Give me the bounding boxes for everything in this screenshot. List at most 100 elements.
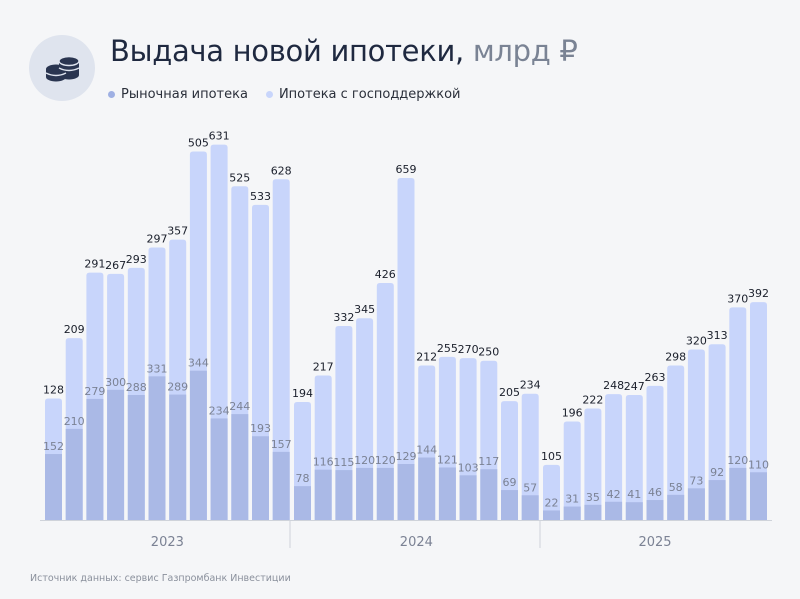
bar-state-segment bbox=[646, 385, 664, 520]
state-value-label: 212 bbox=[416, 350, 437, 363]
bar-market-segment bbox=[148, 376, 166, 520]
bar-market-segment bbox=[169, 394, 187, 520]
state-value-label: 255 bbox=[437, 342, 458, 355]
bar-market-segment bbox=[65, 428, 83, 520]
state-value-label: 293 bbox=[126, 253, 147, 266]
market-value-label: 57 bbox=[523, 481, 537, 494]
bar-market-segment bbox=[252, 436, 269, 520]
state-value-label: 217 bbox=[313, 360, 334, 373]
bar-market-segment bbox=[272, 451, 290, 520]
market-value-label: 42 bbox=[607, 488, 621, 501]
state-value-label: 631 bbox=[209, 130, 230, 143]
state-value-label: 247 bbox=[624, 380, 645, 393]
legend-label-state: Ипотека с господдержкой bbox=[278, 87, 461, 102]
legend-label-market: Рыночная ипотека bbox=[121, 87, 248, 102]
bar-state-segment bbox=[667, 365, 685, 520]
legend-dot-market bbox=[108, 91, 115, 98]
bar-market-segment bbox=[584, 504, 602, 520]
state-value-label: 205 bbox=[499, 386, 520, 399]
bar-market-segment bbox=[418, 457, 436, 520]
market-value-label: 69 bbox=[503, 476, 517, 489]
bar-market-segment bbox=[480, 469, 498, 520]
market-value-label: 300 bbox=[105, 376, 126, 389]
state-value-label: 357 bbox=[167, 225, 188, 238]
year-label: 2023 bbox=[151, 535, 184, 550]
bar-market-segment bbox=[127, 395, 145, 520]
bar-market-segment bbox=[501, 490, 518, 520]
state-value-label: 291 bbox=[84, 258, 105, 271]
state-value-label: 209 bbox=[64, 323, 85, 336]
market-value-label: 41 bbox=[627, 488, 641, 501]
legend-dot-state bbox=[265, 91, 273, 98]
legend-item-state: Ипотека с господдержкой bbox=[265, 87, 461, 102]
bar-state-segment bbox=[397, 178, 415, 520]
market-value-label: 103 bbox=[458, 461, 479, 474]
bar-market-segment bbox=[356, 467, 374, 520]
bar-state-segment bbox=[584, 408, 602, 520]
bar-market-segment bbox=[729, 467, 747, 520]
bar-market-segment bbox=[625, 502, 643, 520]
state-value-label: 194 bbox=[292, 387, 313, 400]
bar-market-segment bbox=[459, 475, 477, 520]
market-value-label: 279 bbox=[84, 385, 105, 398]
market-value-label: 121 bbox=[437, 453, 458, 466]
state-value-label: 370 bbox=[727, 292, 748, 305]
market-value-label: 152 bbox=[43, 440, 64, 453]
bar-state-segment bbox=[687, 349, 705, 520]
bar-market-segment bbox=[438, 467, 456, 520]
market-value-label: 58 bbox=[669, 481, 683, 494]
market-value-label: 116 bbox=[313, 456, 334, 469]
bar-state-segment bbox=[376, 283, 394, 520]
state-value-label: 525 bbox=[229, 171, 250, 184]
bar-market-segment bbox=[376, 467, 394, 520]
page-title: Выдача новой ипотеки, млрд ₽ bbox=[110, 34, 578, 68]
market-value-label: 92 bbox=[710, 466, 724, 479]
state-value-label: 270 bbox=[458, 343, 479, 356]
market-value-label: 78 bbox=[296, 472, 310, 485]
market-value-label: 144 bbox=[416, 444, 437, 457]
market-value-label: 193 bbox=[250, 422, 271, 435]
market-value-label: 31 bbox=[565, 493, 579, 506]
bar-market-segment bbox=[605, 501, 623, 520]
state-value-label: 250 bbox=[478, 346, 499, 359]
market-value-label: 73 bbox=[689, 474, 703, 487]
bar-state-segment bbox=[521, 393, 539, 520]
bar-state-segment bbox=[272, 179, 290, 520]
market-value-label: 157 bbox=[271, 438, 292, 451]
market-value-label: 35 bbox=[586, 491, 600, 504]
bar-state-segment bbox=[605, 394, 623, 520]
state-value-label: 234 bbox=[520, 379, 541, 392]
state-value-label: 222 bbox=[582, 393, 603, 406]
coins-icon bbox=[29, 35, 95, 101]
state-value-label: 313 bbox=[707, 329, 728, 342]
bar-market-segment bbox=[708, 480, 726, 520]
state-value-label: 128 bbox=[43, 383, 64, 396]
state-value-label: 628 bbox=[271, 164, 292, 177]
state-value-label: 345 bbox=[354, 303, 375, 316]
bar-market-segment bbox=[563, 506, 581, 520]
state-value-label: 263 bbox=[645, 371, 666, 384]
bar-market-segment bbox=[86, 398, 104, 520]
state-value-label: 196 bbox=[562, 406, 583, 419]
market-value-label: 117 bbox=[478, 455, 499, 468]
market-value-label: 244 bbox=[229, 400, 250, 413]
bar-market-segment bbox=[45, 454, 62, 520]
bar-market-segment bbox=[750, 472, 767, 520]
bar-market-segment bbox=[231, 414, 249, 520]
market-value-label: 210 bbox=[64, 415, 85, 428]
bar-market-segment bbox=[667, 494, 685, 520]
legend-item-market: Рыночная ипотека bbox=[108, 87, 248, 102]
market-value-label: 234 bbox=[209, 404, 230, 417]
state-value-label: 332 bbox=[333, 311, 354, 324]
bar-market-segment bbox=[687, 488, 705, 520]
bar-market-segment bbox=[314, 469, 332, 520]
bar-state-segment bbox=[750, 302, 767, 520]
year-label: 2025 bbox=[638, 535, 671, 550]
bar-market-segment bbox=[543, 510, 560, 520]
market-value-label: 110 bbox=[748, 458, 769, 471]
state-value-label: 659 bbox=[396, 163, 417, 176]
market-value-label: 129 bbox=[396, 450, 417, 463]
bar-state-segment bbox=[708, 344, 726, 520]
